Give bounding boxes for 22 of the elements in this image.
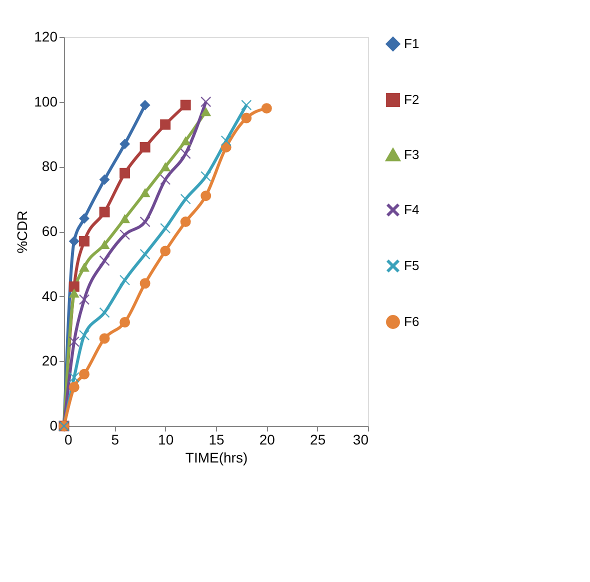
x-tick-label: 25 [310, 432, 326, 448]
legend-label: F6 [404, 314, 420, 329]
y-tick-label: 60 [42, 223, 58, 239]
x-tick-label: 15 [208, 432, 224, 448]
y-tick-label: 20 [42, 352, 58, 369]
y-tick-label: 120 [34, 28, 58, 44]
y-axis-title: %CDR [14, 210, 30, 254]
legend-label: F3 [404, 147, 420, 162]
x-axis-title: TIME(hrs) [185, 450, 248, 466]
x-tick-label: 20 [259, 432, 276, 448]
x-tick-label: 30 [352, 432, 369, 448]
y-tick-label: 40 [42, 288, 58, 304]
y-tick-label: 100 [34, 93, 58, 110]
x-tick-label: 10 [158, 432, 174, 448]
legend-label: F5 [404, 258, 420, 273]
x-tick-label: 0 [64, 432, 72, 448]
legend-label: F2 [404, 92, 420, 107]
y-tick-label: 0 [50, 418, 58, 434]
legend-label: F4 [404, 202, 420, 217]
y-tick-label: 80 [42, 158, 58, 174]
legend-label: F1 [404, 36, 420, 51]
x-tick-label: 5 [111, 432, 120, 448]
